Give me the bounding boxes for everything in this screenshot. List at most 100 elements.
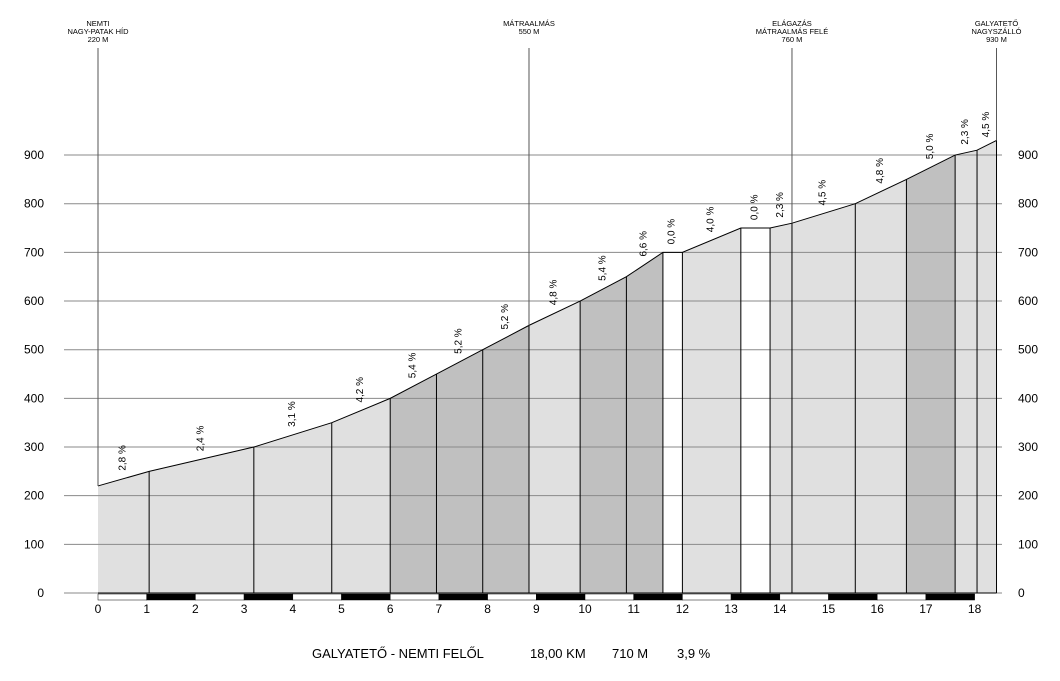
km-scale-block [487, 593, 537, 601]
grade-label: 2,3 % [960, 119, 971, 145]
km-scale-block [146, 593, 196, 601]
km-scale-block [828, 593, 878, 601]
x-tick-label: 13 [724, 602, 738, 616]
segment-fill [580, 276, 627, 593]
waypoint-label: MÁTRAALMÁS FELÉ [756, 27, 829, 36]
grade-label: 5,2 % [500, 304, 511, 330]
grade-label: 4,8 % [549, 280, 560, 306]
y-tick-label-left: 600 [24, 294, 44, 308]
y-tick-label-right: 600 [1018, 294, 1038, 308]
km-scale-block [292, 593, 342, 601]
grade-label: 5,2 % [454, 328, 465, 354]
route-elevation-gain: 710 M [612, 646, 649, 661]
segment-fill [906, 155, 956, 593]
km-scale-block [584, 593, 634, 601]
route-average-grade: 3,9 % [677, 646, 711, 661]
segment-fill [149, 447, 254, 593]
x-tick-label: 10 [578, 602, 592, 616]
x-tick-label: 0 [95, 602, 102, 616]
x-tick-label: 2 [192, 602, 199, 616]
y-tick-label-right: 100 [1018, 537, 1038, 551]
x-tick-label: 8 [484, 602, 491, 616]
waypoint-label: 930 M [986, 35, 1007, 44]
segment-fill [740, 228, 771, 594]
y-tick-label-left: 400 [24, 391, 44, 405]
segment-fill [253, 422, 332, 593]
segment-fill [682, 228, 741, 594]
grade-label: 2,3 % [775, 192, 786, 218]
y-tick-label-right: 800 [1018, 197, 1038, 211]
y-tick-label-left: 0 [37, 586, 44, 600]
grade-label: 3,1 % [287, 401, 298, 427]
x-tick-label: 6 [387, 602, 394, 616]
km-scale-block [925, 593, 975, 601]
grade-label: 4,2 % [355, 377, 366, 403]
y-tick-label-left: 300 [24, 440, 44, 454]
x-tick-label: 18 [968, 602, 982, 616]
route-summary: GALYATETŐ - NEMTI FELŐL 18,00 KM 710 M 3… [0, 646, 1060, 670]
y-tick-label-right: 500 [1018, 343, 1038, 357]
x-tick-label: 15 [822, 602, 836, 616]
segment-fill [436, 349, 483, 593]
x-tick-label: 3 [241, 602, 248, 616]
x-tick-label: 7 [436, 602, 443, 616]
grade-label: 4,0 % [706, 207, 717, 233]
waypoint-label: NEMTI [86, 19, 109, 28]
grade-label: 5,4 % [597, 255, 608, 281]
km-scale-block [682, 593, 732, 601]
waypoint-label: NAGYSZÁLLÓ [971, 27, 1021, 36]
grade-label: 2,8 % [118, 445, 129, 471]
y-tick-label-right: 700 [1018, 245, 1038, 259]
y-tick-label-right: 400 [1018, 391, 1038, 405]
km-scale-block [438, 593, 488, 601]
y-tick-label-left: 100 [24, 537, 44, 551]
waypoint-label: 760 M [782, 35, 803, 44]
x-tick-label: 4 [289, 602, 296, 616]
km-scale-block [730, 593, 781, 601]
km-scale-block [195, 593, 245, 601]
y-tick-label-left: 700 [24, 245, 44, 259]
x-tick-label: 9 [533, 602, 540, 616]
segment-fills [98, 140, 997, 594]
waypoint-label: ELÁGAZÁS [772, 19, 812, 28]
segment-fill [482, 325, 529, 593]
waypoint-label: NAGY-PATAK HÍD [68, 27, 130, 36]
segment-fill [855, 179, 907, 593]
km-scale-block [243, 593, 294, 601]
y-tick-label-left: 800 [24, 197, 44, 211]
waypoint-label: 220 M [88, 35, 109, 44]
km-scale-block [633, 593, 683, 601]
y-tick-label-right: 900 [1018, 148, 1038, 162]
y-tick-label-right: 300 [1018, 440, 1038, 454]
y-tick-label-right: 0 [1018, 586, 1025, 600]
grade-label: 4,5 % [818, 180, 829, 206]
waypoint-label: 550 M [519, 27, 540, 36]
y-tick-label-left: 200 [24, 489, 44, 503]
segment-fill [626, 252, 663, 593]
segment-fill [390, 374, 437, 593]
grade-label: 6,6 % [639, 231, 650, 257]
y-tick-label-left: 900 [24, 148, 44, 162]
grade-label: 5,0 % [925, 134, 936, 160]
grade-label: 0,0 % [667, 219, 678, 245]
grade-label: 4,8 % [875, 158, 886, 184]
profile-line [97, 140, 997, 487]
x-tick-label: 12 [676, 602, 690, 616]
y-tick-label-left: 500 [24, 343, 44, 357]
segment-fill [662, 252, 683, 593]
grade-label: 0,0 % [749, 194, 760, 220]
route-title: GALYATETŐ - NEMTI FELŐL [312, 646, 484, 661]
grade-labels: 2,8 % 2,4 % 3,1 % 4,2 % 5,4 % 5,2 % 5,2 % 4,8 %… [118, 112, 992, 471]
grade-label: 5,4 % [407, 353, 418, 379]
km-scale-block [876, 593, 927, 601]
segment-fill [977, 140, 997, 593]
x-tick-label: 1 [143, 602, 150, 616]
waypoint-label: MÁTRAALMÁS [503, 19, 555, 28]
grade-label: 4,5 % [981, 112, 992, 138]
x-tick-label: 14 [773, 602, 787, 616]
x-tick-label: 16 [871, 602, 885, 616]
x-tick-label: 5 [338, 602, 345, 616]
